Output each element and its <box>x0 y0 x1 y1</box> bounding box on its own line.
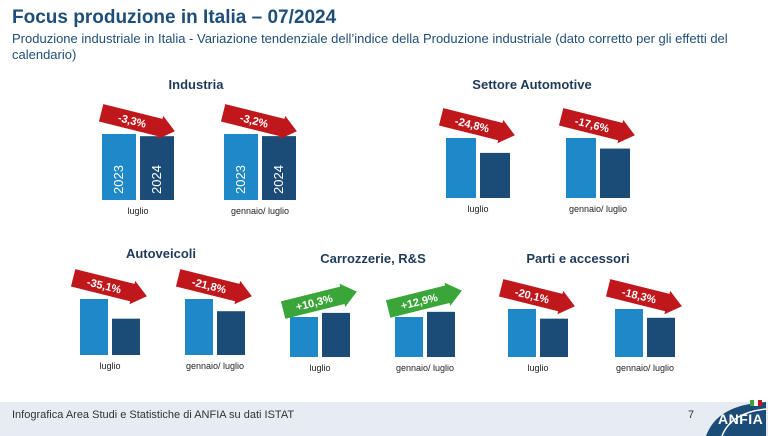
category-label: luglio <box>99 361 120 371</box>
anfia-logo <box>706 400 766 436</box>
category-label: luglio <box>527 363 548 373</box>
bar-2023 <box>446 138 476 198</box>
change-arrow-down <box>220 104 297 140</box>
change-arrow-up <box>280 283 357 319</box>
bar-2023 <box>80 299 108 355</box>
category-label: luglio <box>127 206 148 216</box>
change-arrow-down <box>175 269 252 305</box>
bar-year-label: 2023 <box>111 165 126 194</box>
bar-2023 <box>395 317 423 357</box>
bar-2023 <box>615 309 643 357</box>
category-label: gennaio/ luglio <box>616 363 674 373</box>
bar-2023 <box>566 138 596 198</box>
change-arrow-down <box>498 279 575 315</box>
bar-2024 <box>540 318 568 357</box>
category-label: luglio <box>467 204 488 214</box>
category-label: luglio <box>309 363 330 373</box>
bar-2023 <box>290 317 318 357</box>
panel-title-settore-automotive: Settore Automotive <box>472 77 592 92</box>
footer-source: Infografica Area Studi e Statistiche di … <box>12 409 295 421</box>
bar-year-label: 2023 <box>233 165 248 194</box>
bar-2024 <box>322 312 350 357</box>
change-arrow-down <box>558 108 635 144</box>
category-label: gennaio/ luglio <box>186 361 244 371</box>
page-number: 7 <box>688 409 695 421</box>
panel-title-autoveicoli: Autoveicoli <box>125 246 197 261</box>
category-label: gennaio/ luglio <box>569 204 627 214</box>
change-arrow-up <box>385 282 462 318</box>
bar-year-label: 2024 <box>271 165 286 194</box>
bar-2023 <box>224 134 258 200</box>
bar-year-label: 2024 <box>149 165 164 194</box>
bar-2024 <box>112 318 140 355</box>
bar-2024 <box>140 136 174 200</box>
bar-2024 <box>480 152 510 198</box>
panel-title-industria: Industria <box>168 77 224 92</box>
change-arrow-down <box>438 108 515 144</box>
category-label: gennaio/ luglio <box>396 363 454 373</box>
footer-bar <box>0 402 768 436</box>
bar-2024 <box>262 136 296 200</box>
panel-title-parti-accessori: Parti e accessori <box>526 251 630 266</box>
bar-2024 <box>427 311 455 357</box>
anfia-logo-text: ANFIA <box>718 411 764 427</box>
change-arrow-down <box>70 269 147 305</box>
bar-2023 <box>185 299 213 355</box>
change-arrow-down <box>605 279 682 315</box>
page-subtitle: Produzione industriale in Italia - Varia… <box>12 31 728 62</box>
bar-2024 <box>647 317 675 357</box>
panel-title-carrozzerie: Carrozzerie, R&S <box>320 251 426 266</box>
category-label: gennaio/ luglio <box>231 206 289 216</box>
bar-2024 <box>217 311 245 355</box>
bar-2023 <box>508 309 536 357</box>
bar-2024 <box>600 148 630 198</box>
change-arrow-down <box>98 104 175 140</box>
bar-2023 <box>102 134 136 200</box>
page-title: Focus produzione in Italia – 07/2024 <box>12 7 337 28</box>
